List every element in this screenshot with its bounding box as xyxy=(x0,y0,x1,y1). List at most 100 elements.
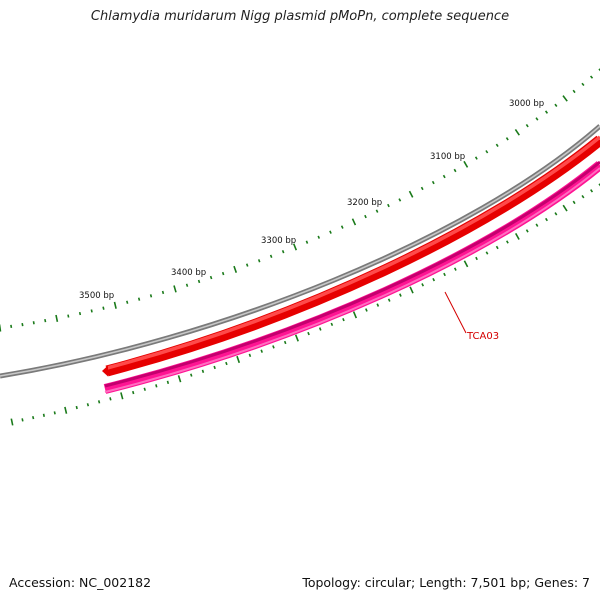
reverse-feature-arc-highlight xyxy=(104,167,600,393)
feature-label-leader-line xyxy=(444,291,467,334)
ruler-tick-mark xyxy=(44,318,47,323)
ruler-tick-mark xyxy=(421,283,425,287)
ruler-tick-mark xyxy=(78,311,82,316)
ruler-tick-mark xyxy=(42,413,45,417)
outer-ruler-ticks xyxy=(0,68,600,332)
ruler-tick-mark xyxy=(562,95,568,102)
ruler-tick-mark xyxy=(317,235,321,239)
ruler-label-3100: 3100 bp xyxy=(430,152,465,162)
ruler-tick-mark xyxy=(21,322,24,327)
ruler-tick-mark xyxy=(10,418,14,426)
ruler-tick-mark xyxy=(32,416,35,420)
ruler-tick-mark xyxy=(86,403,90,407)
backbone-ring-highlight xyxy=(0,125,600,377)
ruler-tick-mark xyxy=(143,387,146,391)
ruler-tick-mark xyxy=(420,186,424,191)
ruler-tick-mark xyxy=(233,265,238,273)
forward-feature-arrowhead xyxy=(102,365,108,377)
ruler-tick-mark xyxy=(399,293,402,297)
ruler-tick-mark xyxy=(342,317,345,322)
ruler-tick-mark xyxy=(209,275,213,280)
ruler-tick-mark xyxy=(581,82,585,87)
ruler-tick-mark xyxy=(525,229,529,233)
forward-feature-arc[interactable] xyxy=(105,135,600,377)
ruler-tick-mark xyxy=(173,285,177,293)
ruler-tick-mark xyxy=(185,283,189,287)
ruler-tick-mark xyxy=(409,286,414,294)
ruler-tick-mark xyxy=(535,223,539,227)
map-title: Chlamydia muridarum Nigg plasmid pMoPn, … xyxy=(90,9,510,24)
forward-feature-arc-highlight xyxy=(106,135,600,370)
ruler-tick-mark xyxy=(442,174,446,179)
ruler-tick-mark xyxy=(485,150,489,154)
ruler-tick-mark xyxy=(376,303,380,307)
ruler-tick-mark xyxy=(408,190,414,198)
ruler-tick-mark xyxy=(572,89,576,94)
ruler-tick-mark xyxy=(329,230,332,234)
ruler-tick-mark xyxy=(236,355,241,364)
ruler-tick-mark xyxy=(177,375,182,383)
ruler-tick-mark xyxy=(97,400,101,404)
ruler-tick-mark xyxy=(554,103,558,107)
ruler-tick-mark xyxy=(294,334,299,342)
ruler-label-3000: 3000 bp xyxy=(509,99,544,109)
ruler-label-3400: 3400 bp xyxy=(171,268,206,278)
ruler-tick-mark xyxy=(21,418,24,422)
ruler-label-3300: 3300 bp xyxy=(261,236,296,246)
ruler-tick-mark xyxy=(113,301,117,309)
ruler-tick-mark xyxy=(398,198,402,202)
ruler-tick-mark xyxy=(225,361,228,366)
ruler-tick-mark xyxy=(375,209,379,213)
ruler-tick-mark xyxy=(190,373,193,377)
ruler-tick-mark xyxy=(495,245,499,250)
ruler-tick-mark xyxy=(0,324,2,332)
topology-summary-text: Topology: circular; Length: 7,501 bp; Ge… xyxy=(302,575,590,590)
ruler-tick-mark xyxy=(581,194,585,199)
ruler-tick-mark xyxy=(149,294,153,298)
ruler-tick-mark xyxy=(598,183,600,187)
ruler-tick-mark xyxy=(515,233,520,240)
ruler-tick-mark xyxy=(197,279,201,284)
ruler-tick-mark xyxy=(505,137,509,141)
ruler-tick-mark xyxy=(485,251,489,255)
ruler-tick-mark xyxy=(387,203,390,208)
ruler-tick-mark xyxy=(132,390,135,395)
ruler-tick-mark xyxy=(283,340,287,345)
ruler-tick-mark xyxy=(387,298,391,302)
ruler-tick-mark xyxy=(292,243,298,251)
ruler-tick-mark xyxy=(245,263,249,267)
ruler-tick-mark xyxy=(55,314,59,322)
ruler-tick-mark xyxy=(432,277,436,282)
ruler-tick-mark xyxy=(201,369,205,373)
ruler-tick-mark xyxy=(102,306,105,310)
ruler-tick-mark xyxy=(213,365,216,370)
ruler-tick-mark xyxy=(535,117,539,121)
ruler-tick-mark xyxy=(257,259,261,263)
feature-label-tca03[interactable]: TCA03 xyxy=(466,331,499,342)
ruler-tick-mark xyxy=(554,212,558,216)
ruler-tick-mark xyxy=(525,123,529,128)
ruler-tick-mark xyxy=(443,272,446,277)
ruler-label-3500: 3500 bp xyxy=(79,291,114,301)
ruler-tick-mark xyxy=(137,297,141,301)
ruler-tick-mark xyxy=(453,168,457,173)
ruler-tick-mark xyxy=(260,349,263,353)
ruler-tick-mark xyxy=(590,189,594,193)
ruler-tick-mark xyxy=(155,384,158,388)
ruler-tick-mark xyxy=(514,128,520,136)
ruler-tick-mark xyxy=(365,308,368,312)
reverse-feature-arc[interactable] xyxy=(103,161,600,394)
ruler-tick-mark xyxy=(248,353,252,358)
ruler-label-3200: 3200 bp xyxy=(347,198,382,208)
ruler-tick-mark xyxy=(495,143,499,148)
ruler-tick-mark xyxy=(340,225,344,229)
ruler-tick-mark xyxy=(161,290,165,295)
ruler-tick-mark xyxy=(32,321,35,325)
ruler-tick-mark xyxy=(53,411,56,415)
ruler-tick-mark xyxy=(351,218,357,226)
ruler-tick-mark xyxy=(221,271,225,276)
ruler-tick-mark xyxy=(318,327,322,331)
ruler-tick-mark xyxy=(589,75,594,79)
